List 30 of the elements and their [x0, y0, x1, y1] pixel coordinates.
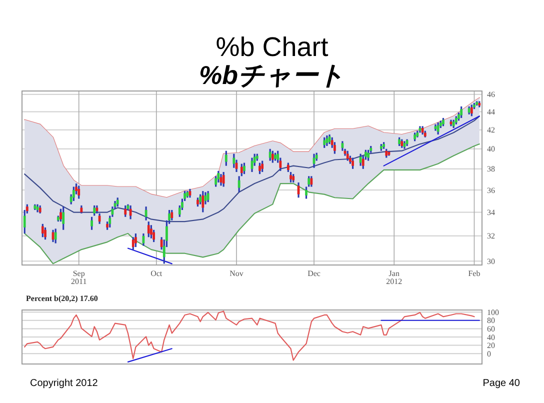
y-tick-label: 80 [487, 316, 495, 326]
y-tick-label: 0 [487, 349, 491, 358]
x-tick-label: Dec [308, 269, 321, 278]
chart-title: Percent b(20,2) 17.60 [26, 294, 98, 303]
x-tick-label: Jan 2012 [386, 269, 402, 286]
y-tick-label: 100 [487, 308, 499, 317]
x-tick-label: Feb [468, 269, 480, 278]
y-tick-label: 44 [487, 108, 495, 117]
x-tick-label: Nov [230, 269, 244, 278]
text: Copyright 2012 [30, 378, 98, 389]
x-tick-label: Sep 2011 [71, 269, 87, 286]
y-tick-label: 34 [487, 208, 495, 218]
y-tick-label: 46 [487, 90, 495, 100]
x-tick-label: Oct [150, 269, 163, 278]
y-tick-label: 42 [487, 126, 495, 135]
line-series [24, 310, 475, 361]
y-tick-label: 30 [487, 256, 495, 266]
y-tick-label: 36 [487, 186, 495, 195]
line-series [24, 97, 480, 198]
y-tick-label: 20 [487, 341, 495, 350]
line-series [24, 143, 480, 264]
y-tick-label: 60 [487, 324, 495, 334]
y-tick-label: 38 [487, 164, 495, 174]
chart-subtitle: %bチャート [199, 60, 345, 90]
chart-title: %b Chart [216, 32, 329, 62]
y-tick-label: 40 [487, 144, 495, 154]
y-tick-label: 40 [487, 332, 495, 342]
line-series [24, 116, 480, 222]
text: Page 40 [482, 378, 520, 389]
y-tick-label: 32 [487, 232, 495, 241]
